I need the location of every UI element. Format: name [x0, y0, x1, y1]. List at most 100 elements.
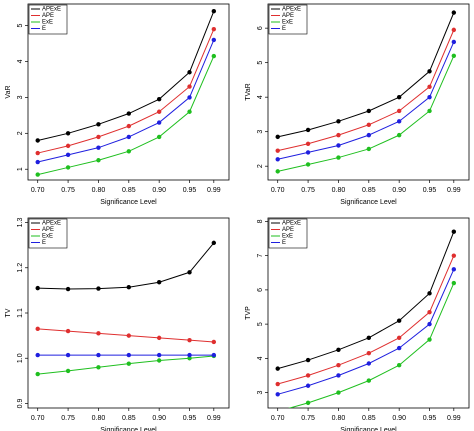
data-point	[366, 108, 372, 114]
x-tick-label: 0.85	[122, 187, 136, 194]
x-tick-label: 0.85	[362, 415, 376, 422]
y-tick-label: 3	[257, 391, 264, 395]
y-tick-label: 3	[257, 130, 264, 134]
legend-label: E	[282, 240, 286, 246]
series-line	[277, 269, 455, 395]
data-point	[336, 390, 341, 395]
data-point	[187, 84, 192, 89]
data-point	[451, 280, 457, 286]
x-tick-label: 0.95	[423, 187, 437, 194]
data-point	[451, 229, 457, 234]
x-tick-label: 0.75	[61, 415, 75, 422]
x-axis-label: Significance Level	[100, 199, 157, 206]
y-tick-label: 6	[257, 26, 264, 30]
data-point	[396, 94, 402, 100]
legend-label: ExE	[42, 20, 53, 26]
y-tick-label: 0.9	[17, 399, 24, 409]
plot-area	[35, 8, 217, 177]
data-point	[396, 318, 402, 323]
data-point	[396, 132, 402, 138]
x-tick-label: 0.80	[92, 187, 106, 194]
data-point	[187, 95, 192, 100]
legend-label: APE	[42, 227, 54, 233]
x-tick-label: 0.99	[207, 187, 221, 194]
data-point	[427, 337, 432, 342]
x-tick-label: 0.95	[183, 415, 197, 422]
legend-label: APExE	[282, 221, 301, 227]
legend-label: ExE	[282, 234, 293, 240]
x-tick-label: 0.70	[31, 187, 45, 194]
data-point	[336, 143, 341, 148]
data-point	[211, 8, 217, 14]
data-point	[126, 361, 132, 366]
panel: 0.70 0.75 0.80 0.85 0.90 0.95 0.99 1 2 3 4 5 Signifi…	[5, 3, 230, 206]
data-point	[156, 109, 162, 114]
legend-label: ExE	[282, 20, 293, 26]
data-point	[126, 333, 132, 338]
y-tick-label: 1.0	[17, 353, 24, 363]
y-tick-label: 4	[257, 95, 264, 99]
data-point	[275, 366, 280, 371]
legend-box	[28, 218, 68, 249]
plot-area	[275, 229, 457, 408]
data-point	[35, 285, 40, 291]
legend-label: APE	[42, 13, 54, 19]
data-point	[427, 309, 432, 315]
y-tick-label: 5	[17, 24, 24, 28]
plot-area	[35, 240, 217, 377]
x-axis-label: Significance Level	[100, 427, 157, 431]
data-point	[96, 134, 101, 140]
data-point	[187, 337, 192, 343]
data-point	[451, 39, 457, 45]
legend-label: APE	[282, 13, 294, 19]
data-point	[65, 328, 71, 334]
x-axis-label: Significance Level	[340, 199, 397, 206]
data-point	[366, 335, 372, 341]
data-point	[336, 155, 341, 160]
y-tick-label: 5	[257, 61, 264, 65]
data-point	[305, 383, 311, 388]
data-point	[305, 162, 311, 167]
data-point	[275, 134, 280, 140]
x-tick-label: 0.90	[392, 415, 406, 422]
data-point	[156, 134, 162, 140]
data-point	[126, 111, 132, 116]
data-point	[187, 356, 192, 361]
data-point	[396, 108, 402, 114]
series-line	[37, 242, 215, 290]
legend-box	[28, 4, 68, 35]
data-point	[451, 10, 457, 15]
data-point	[211, 26, 217, 32]
x-tick-label: 0.90	[152, 187, 166, 194]
data-point	[427, 291, 432, 296]
data-point	[187, 109, 192, 114]
y-tick-label: 1.1	[17, 308, 24, 318]
data-point	[427, 69, 432, 74]
data-point	[65, 165, 71, 170]
data-point	[96, 286, 101, 291]
data-point	[305, 373, 311, 378]
data-point	[305, 127, 311, 133]
data-point	[366, 378, 372, 383]
y-tick-label: 6	[257, 288, 264, 292]
data-point	[156, 335, 162, 341]
data-point	[156, 280, 162, 285]
data-point	[211, 352, 217, 358]
legend-label: E	[42, 240, 46, 246]
data-point	[366, 351, 372, 356]
series-line	[277, 29, 455, 152]
data-point	[96, 365, 101, 370]
y-tick-label: 7	[257, 254, 264, 258]
legend-label: E	[42, 26, 46, 32]
data-point	[96, 122, 101, 127]
y-tick-label: 2	[17, 131, 24, 135]
data-point	[126, 123, 132, 129]
legend-label: E	[282, 26, 286, 32]
series-line	[288, 282, 455, 408]
data-point	[275, 157, 280, 162]
legend-box	[268, 4, 308, 35]
data-point	[126, 149, 132, 154]
